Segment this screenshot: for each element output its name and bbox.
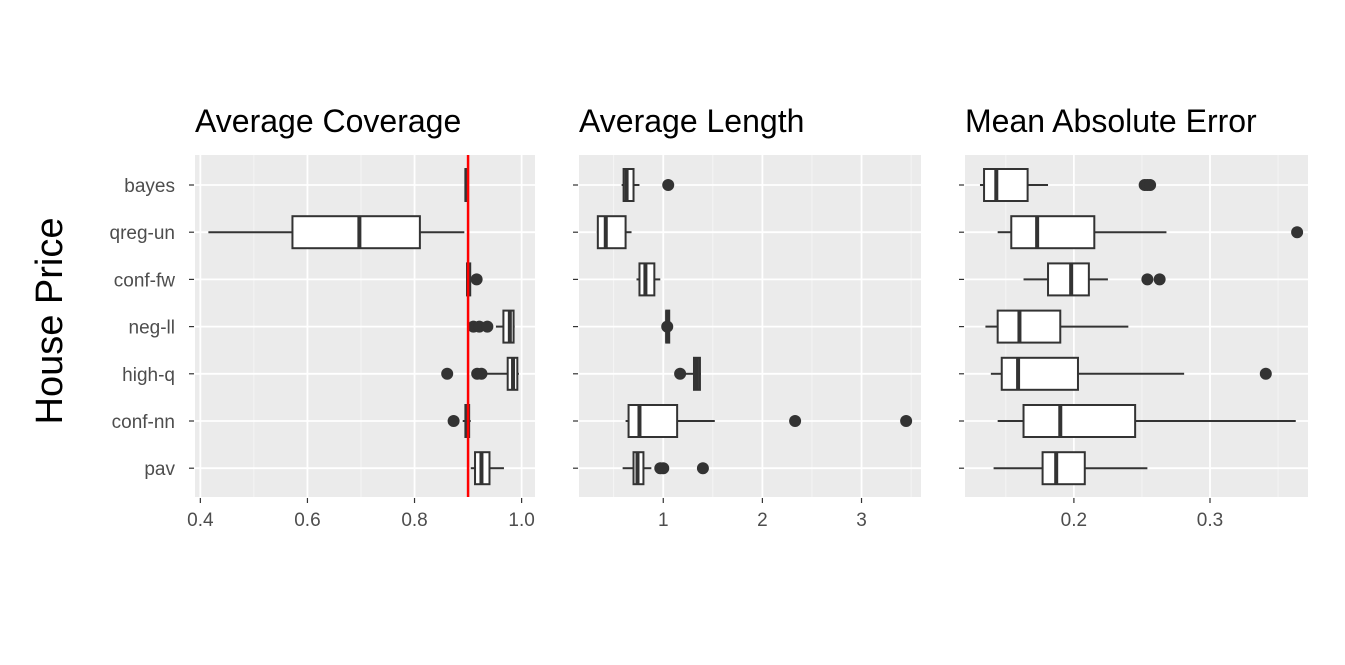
box-neg-ll (985, 309, 1129, 344)
x-tick-label: 0.3 (1197, 510, 1223, 531)
outlier-point (900, 415, 913, 427)
box-iqr (983, 168, 1029, 202)
outlier-point (662, 179, 675, 191)
box-iqr (1047, 262, 1090, 297)
box-iqr (291, 215, 421, 250)
box-pav (470, 451, 504, 486)
box-qreg-un (208, 215, 465, 250)
y-tick-label: conf-nn (112, 412, 175, 433)
box-qreg-un (997, 215, 1304, 250)
row-strip-label: House Price (29, 218, 71, 425)
box-iqr (1041, 451, 1086, 486)
outlier-point (470, 273, 483, 286)
y-tick-label: bayes (124, 176, 175, 197)
y-tick-label: pav (144, 459, 175, 480)
panel-title: Average Coverage (195, 103, 461, 139)
outlier-point (1144, 179, 1157, 191)
box-iqr (627, 404, 679, 438)
box-pav (993, 451, 1148, 486)
outlier-point (441, 367, 454, 380)
panel-title: Mean Absolute Error (965, 103, 1257, 139)
outlier-point (475, 367, 488, 380)
panel-2: Average Length 1 2 3 (573, 103, 921, 531)
box-bayes (621, 168, 675, 202)
outlier-point (447, 415, 460, 427)
outlier-point (661, 320, 674, 333)
box-iqr (1000, 356, 1079, 391)
box-conf-fw (1023, 262, 1166, 297)
outlier-point (674, 367, 687, 380)
outlier-point (1259, 367, 1272, 380)
x-tick-label: 0.6 (294, 510, 320, 531)
panels-group: Average Coverage bayes qreg-un conf-fw neg-l… (110, 103, 1308, 531)
box-bayes (979, 168, 1157, 202)
outlier-point (1141, 273, 1154, 286)
outlier-point (657, 462, 670, 475)
x-tick-label: 1 (658, 510, 669, 531)
panel-3: Mean Absolute Error 0.2 0.3 (959, 103, 1308, 531)
x-tick-label: 0.2 (1061, 510, 1087, 531)
box-high-q (674, 356, 701, 391)
box-iqr (1010, 215, 1096, 250)
outlier-point (1153, 273, 1166, 286)
box-high-q (441, 356, 519, 391)
outlier-point (789, 415, 802, 427)
box-iqr (596, 215, 627, 250)
box-conf-fw (636, 262, 661, 297)
box-pav (622, 451, 709, 486)
box-neg-ll (661, 309, 674, 344)
x-tick-label: 2 (757, 510, 768, 531)
panel-title: Average Length (579, 103, 804, 139)
box-qreg-un (596, 215, 632, 250)
outlier-point (481, 320, 494, 333)
box-iqr (1022, 404, 1137, 438)
box-neg-ll (467, 309, 515, 344)
panel-1: Average Coverage bayes qreg-un conf-fw neg-l… (110, 103, 535, 531)
outlier-point (1291, 226, 1304, 239)
outlier-point (696, 462, 709, 475)
y-tick-label: neg-ll (129, 318, 175, 339)
x-tick-label: 0.4 (187, 510, 214, 531)
box-conf-nn (625, 404, 913, 438)
box-iqr (996, 309, 1062, 344)
x-tick-label: 0.8 (401, 510, 427, 531)
box-conf-nn (997, 404, 1296, 438)
y-tick-label: qreg-un (110, 223, 176, 244)
y-tick-label: conf-fw (114, 270, 176, 291)
x-tick-label: 1.0 (508, 510, 534, 531)
box-high-q (990, 356, 1272, 391)
x-tick-label: 3 (856, 510, 867, 531)
y-tick-label: high-q (122, 365, 175, 386)
